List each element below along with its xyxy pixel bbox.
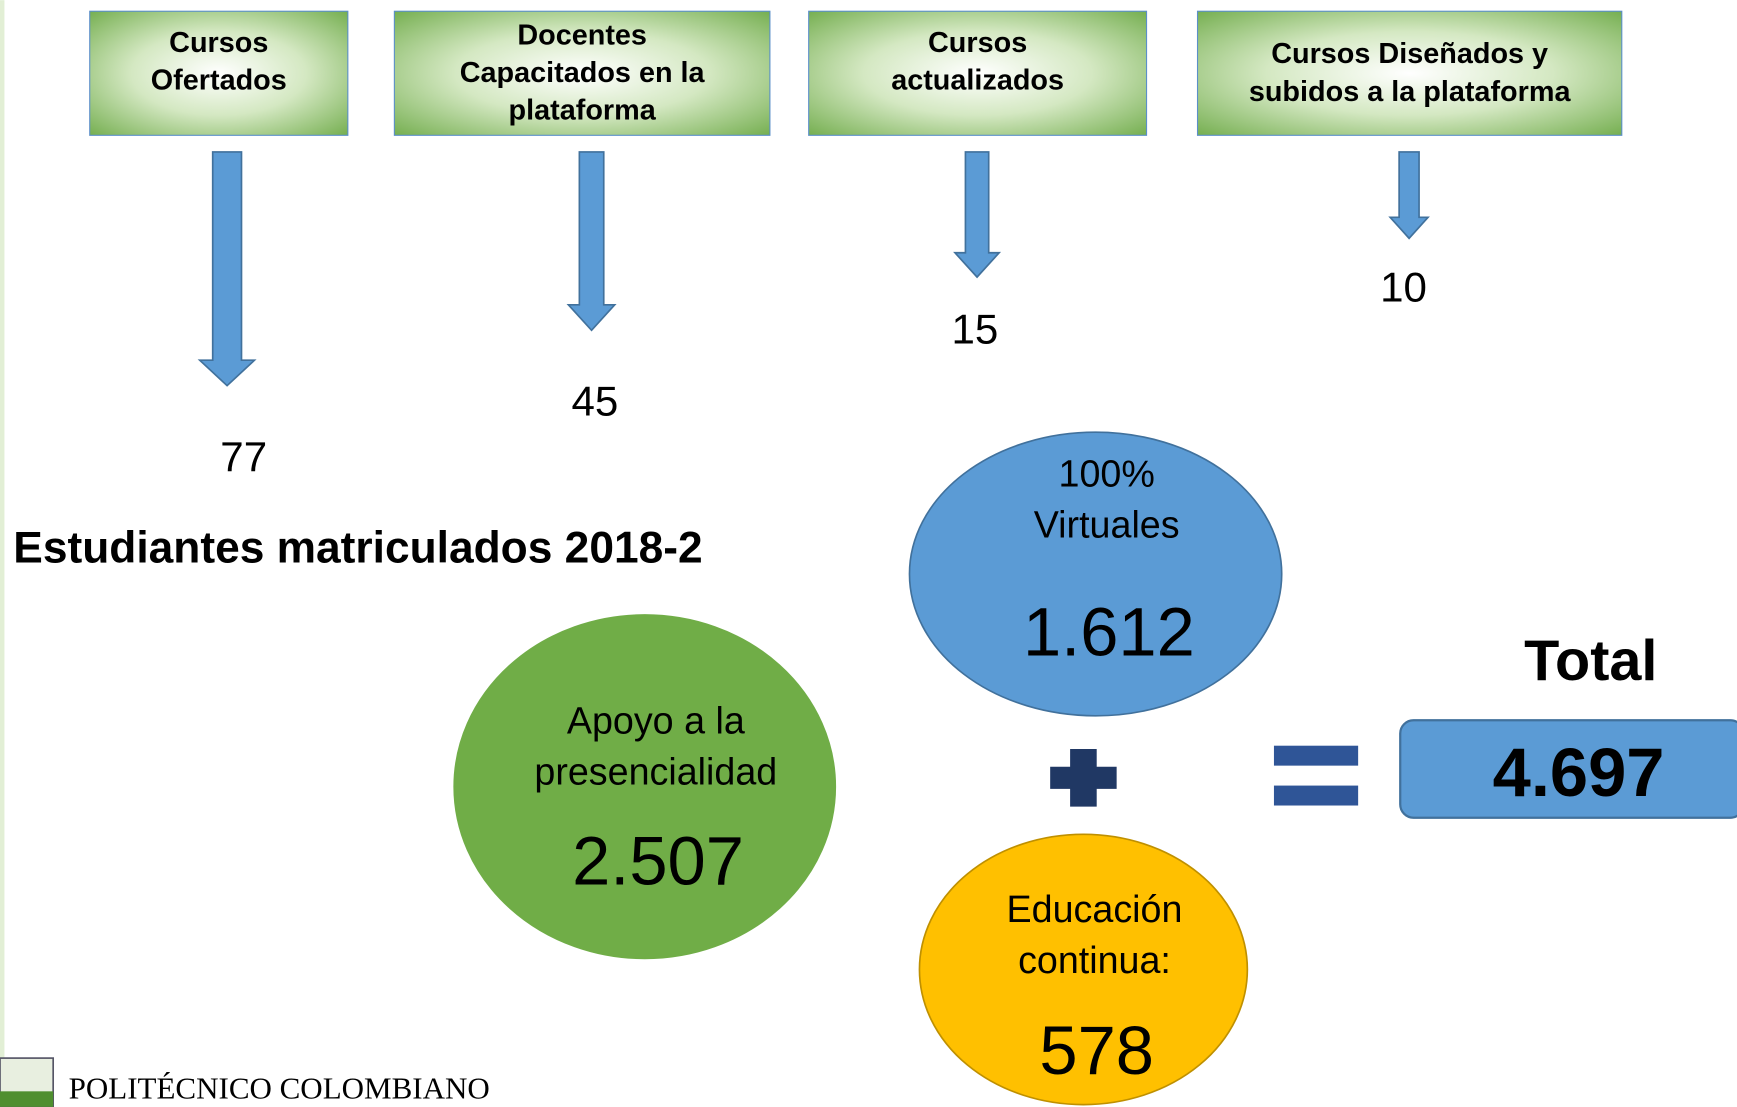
- circle-label: 100%: [1059, 452, 1155, 494]
- box-label: subidos a la plataforma: [1249, 76, 1572, 108]
- circle-label: Virtuales: [1034, 503, 1180, 545]
- circle-label: presencialidad: [534, 750, 777, 792]
- circle-value: 1.612: [1023, 593, 1195, 670]
- box-label: plataforma: [509, 95, 657, 127]
- logo-text: POLITÉCNICO COLOMBIANO: [69, 1070, 490, 1105]
- section-title: Estudiantes matriculados 2018-2: [13, 523, 702, 572]
- box-label: Cursos: [928, 27, 1027, 59]
- label-box: [393, 10, 771, 136]
- box-value: 10: [1380, 264, 1427, 311]
- category-circle: [453, 614, 837, 960]
- box-value: 15: [951, 306, 998, 353]
- equals-bar: [1273, 785, 1359, 806]
- circle-label: Apoyo a la: [567, 699, 745, 741]
- category-circle: [918, 833, 1249, 1106]
- arrow: [197, 151, 257, 387]
- label-box: [89, 10, 349, 136]
- arrow: [953, 151, 1002, 279]
- box-label: actualizados: [891, 65, 1064, 97]
- label-box: [1196, 10, 1623, 136]
- box-value: 77: [220, 433, 267, 480]
- box-label: Cursos: [169, 27, 268, 59]
- total-value: 4.697: [1493, 734, 1665, 811]
- total-box: [1399, 719, 1737, 819]
- box-label: Ofertados: [151, 65, 287, 97]
- plus-sign: [1050, 749, 1117, 807]
- left-strip: [0, 0, 5, 1107]
- logo-icon-band: [0, 1091, 54, 1107]
- content: Cursos Ofertados 77 Docentes Capacitados en …: [89, 10, 1623, 1106]
- circle-value: 2.507: [572, 823, 744, 900]
- category-circle: [908, 431, 1283, 717]
- circle-value: 578: [1039, 1012, 1154, 1089]
- arrow: [1388, 151, 1430, 240]
- total-label: Total: [1524, 629, 1657, 693]
- circle-label: continua:: [1018, 939, 1171, 981]
- circle-label: Educación: [1007, 888, 1183, 930]
- arrow: [566, 151, 617, 332]
- box-label: Capacitados en la: [460, 57, 706, 89]
- box-value: 45: [571, 378, 618, 425]
- box-label: Docentes: [517, 19, 647, 51]
- label-box: [808, 10, 1148, 136]
- box-label: Cursos Diseñados y: [1271, 38, 1548, 70]
- equals-bar: [1273, 745, 1359, 766]
